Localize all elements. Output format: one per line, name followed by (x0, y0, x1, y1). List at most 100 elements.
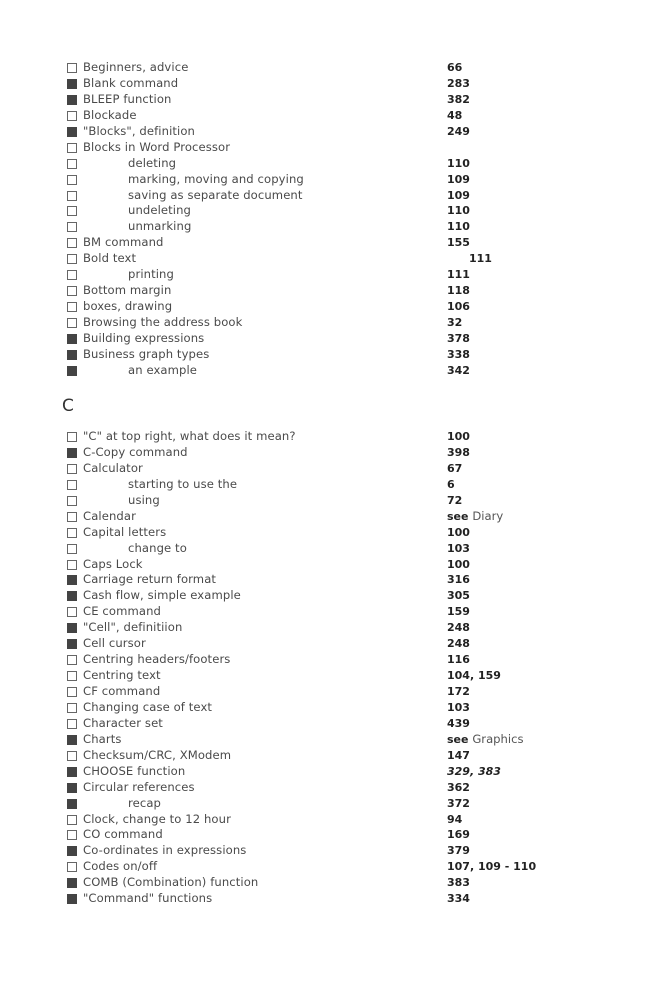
index-entry: Capital letters 100 (66, 525, 586, 541)
entry-page: 109 (447, 172, 470, 188)
page-number: 32 (447, 316, 463, 329)
entry-page: 118 (447, 283, 470, 299)
entry-page: 32 (447, 315, 462, 331)
entry-page: 249 (447, 124, 470, 140)
index-entry: boxes, drawing 106 (66, 299, 586, 315)
empty-square-icon (67, 543, 77, 554)
entry-label: BLEEP function (83, 91, 172, 106)
entry-label: Changing case of text (83, 699, 213, 714)
page-number: 107, 109 - 110 (447, 860, 537, 874)
empty-square-icon (67, 527, 77, 538)
empty-square-icon (67, 671, 77, 682)
empty-square-icon (67, 607, 77, 618)
entry-page: 342 (447, 363, 470, 379)
empty-square-icon (67, 830, 77, 841)
entry-label: CE command (83, 604, 161, 619)
entry-page: 147 (447, 748, 470, 764)
index-entry: Centring text 104, 159 (66, 668, 586, 684)
entry-page: 398 (447, 445, 470, 461)
page-number: 248 (447, 621, 470, 635)
index-entry: Circular references 362 (66, 780, 586, 796)
entry-page: 110 (447, 156, 470, 172)
page-number: 379 (447, 844, 470, 858)
empty-square-icon (67, 495, 77, 506)
section-heading-c: C (62, 396, 74, 416)
entry-label: "Cell", definitiion (83, 620, 183, 635)
index-entry: unmarking 110 (66, 219, 586, 235)
entry-page: see Diary (447, 509, 503, 525)
entry-page: 248 (447, 636, 470, 652)
index-entry: Beginners, advice 66 (66, 60, 586, 76)
page-number: 100 (447, 525, 470, 539)
page-number: see (447, 509, 469, 523)
entry-label: unmarking (128, 219, 192, 234)
index-entry: CE command 159 (66, 604, 586, 620)
index-entry: Blockade 48 (66, 108, 586, 124)
page-number: 338 (447, 347, 470, 361)
index-entry: Bottom margin 118 (66, 283, 586, 299)
entry-page: 372 (447, 796, 470, 812)
page-number: 249 (447, 124, 470, 138)
entry-label: Beginners, advice (83, 60, 189, 74)
entry-page: 111 (469, 251, 492, 267)
entry-page: 66 (447, 60, 462, 76)
entry-label: "Blocks", definition (83, 123, 196, 138)
filled-square-icon (67, 575, 77, 586)
page-number: 104, 159 (447, 669, 501, 683)
filled-square-icon (67, 623, 77, 634)
page-number: 111 (469, 252, 492, 266)
page-number: 172 (447, 685, 470, 698)
index-entry: change to 103 (66, 541, 586, 557)
entry-label: Centring text (83, 668, 161, 683)
entry-page: 362 (447, 780, 470, 796)
empty-square-icon (67, 814, 77, 825)
page-number: 67 (447, 461, 463, 475)
entry-label: "Command" functions (83, 891, 213, 906)
entry-label: Caps Lock (83, 556, 143, 571)
index-entry: "Cell", definitiion 248 (66, 620, 586, 636)
empty-square-icon (67, 718, 77, 729)
empty-square-icon (67, 655, 77, 666)
index-entry: CHOOSE function 329, 383 (66, 764, 586, 780)
page-number: 72 (447, 493, 463, 507)
page-number: 305 (447, 589, 470, 603)
entry-page: 67 (447, 461, 462, 477)
entry-label: Charts (83, 731, 122, 746)
index-entry: Blank command 283 (66, 76, 586, 92)
index-entry: printing 111 (66, 267, 586, 283)
entry-page: 110 (447, 219, 470, 235)
page-number: 378 (447, 331, 470, 345)
entry-page: 100 (447, 557, 470, 573)
entry-page: 169 (447, 827, 470, 843)
entry-page: see Graphics (447, 732, 524, 748)
page-number: 6 (447, 477, 455, 491)
entry-label: CF command (83, 684, 161, 698)
page-number: 106 (447, 300, 470, 314)
entry-label: using (128, 492, 160, 507)
entry-page: 100 (447, 525, 470, 541)
page-number: 110 (447, 220, 470, 234)
entry-label: Character set (83, 715, 163, 730)
filled-square-icon (67, 78, 77, 89)
empty-square-icon (67, 174, 77, 185)
page-number: 283 (447, 76, 470, 90)
page-number: 118 (447, 284, 470, 298)
page-number: 110 (447, 156, 470, 170)
entry-label: Business graph types (83, 346, 210, 361)
empty-square-icon (67, 432, 77, 442)
page-number: 103 (447, 700, 470, 714)
index-entry: Browsing the address book 32 (66, 315, 586, 331)
filled-square-icon (67, 734, 77, 745)
index-entry: Clock, change to 12 hour 94 (66, 812, 586, 828)
index-entry: recap 372 (66, 796, 586, 812)
entry-label: Blocks in Word Processor (83, 139, 231, 154)
entry-label: Cell cursor (83, 636, 146, 651)
entry-label: Building expressions (83, 330, 205, 345)
entry-page: 338 (447, 347, 470, 363)
entry-page: 382 (447, 92, 470, 108)
entry-page: 383 (447, 875, 470, 891)
page-number: 383 (447, 876, 470, 890)
entry-page: 94 (447, 812, 462, 828)
entry-label: Browsing the address book (83, 315, 243, 329)
index-section-b: Beginners, advice 66 Blank command 283 BLEEP… (66, 60, 586, 379)
